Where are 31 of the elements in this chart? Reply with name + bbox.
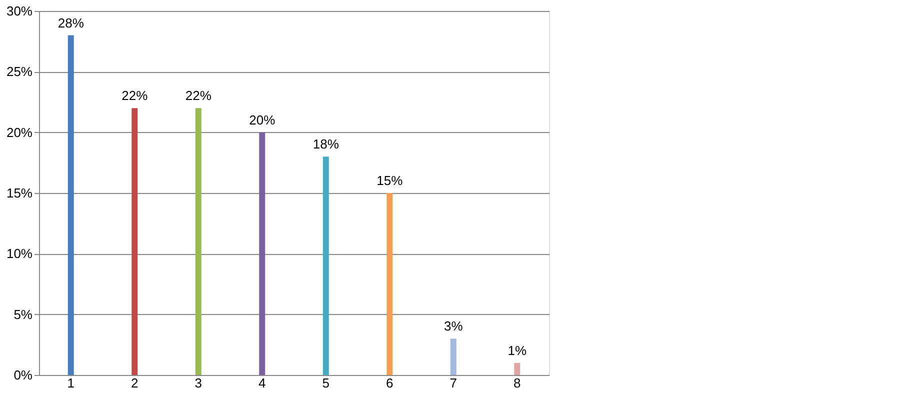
x-tick-label: 6: [386, 376, 394, 390]
x-tick-label: 2: [131, 376, 138, 390]
x-tick-label: 1: [67, 376, 74, 390]
x-tick-label: 7: [450, 376, 457, 390]
bar: [322, 156, 329, 375]
x-tick-label: 8: [514, 376, 521, 390]
y-tick-label: 15%: [6, 186, 33, 200]
data-label: 28%: [58, 15, 84, 30]
data-label: 20%: [249, 112, 276, 128]
y-tick-label: 0%: [14, 368, 33, 382]
y-tick-label: 5%: [14, 306, 33, 322]
bar: [195, 108, 202, 375]
data-label: 3%: [444, 318, 464, 334]
data-label: 22%: [185, 88, 212, 104]
data-label: 22%: [122, 88, 148, 104]
bar: [259, 132, 266, 375]
bar: [450, 338, 456, 375]
x-tick-label: 3: [194, 376, 202, 390]
data-label: 1%: [508, 342, 527, 358]
bar: [514, 362, 520, 375]
data-label: 15%: [376, 173, 404, 188]
data-label: 18%: [312, 136, 340, 152]
bar: [132, 108, 138, 375]
bar: [386, 193, 393, 375]
y-tick-label: 30%: [6, 4, 33, 18]
x-tick-label: 5: [322, 376, 330, 390]
bar: [68, 35, 74, 375]
y-tick-label: 25%: [6, 64, 33, 80]
y-tick-label: 10%: [6, 246, 33, 262]
x-tick-label: 4: [258, 376, 266, 390]
y-tick-label: 20%: [6, 124, 33, 140]
